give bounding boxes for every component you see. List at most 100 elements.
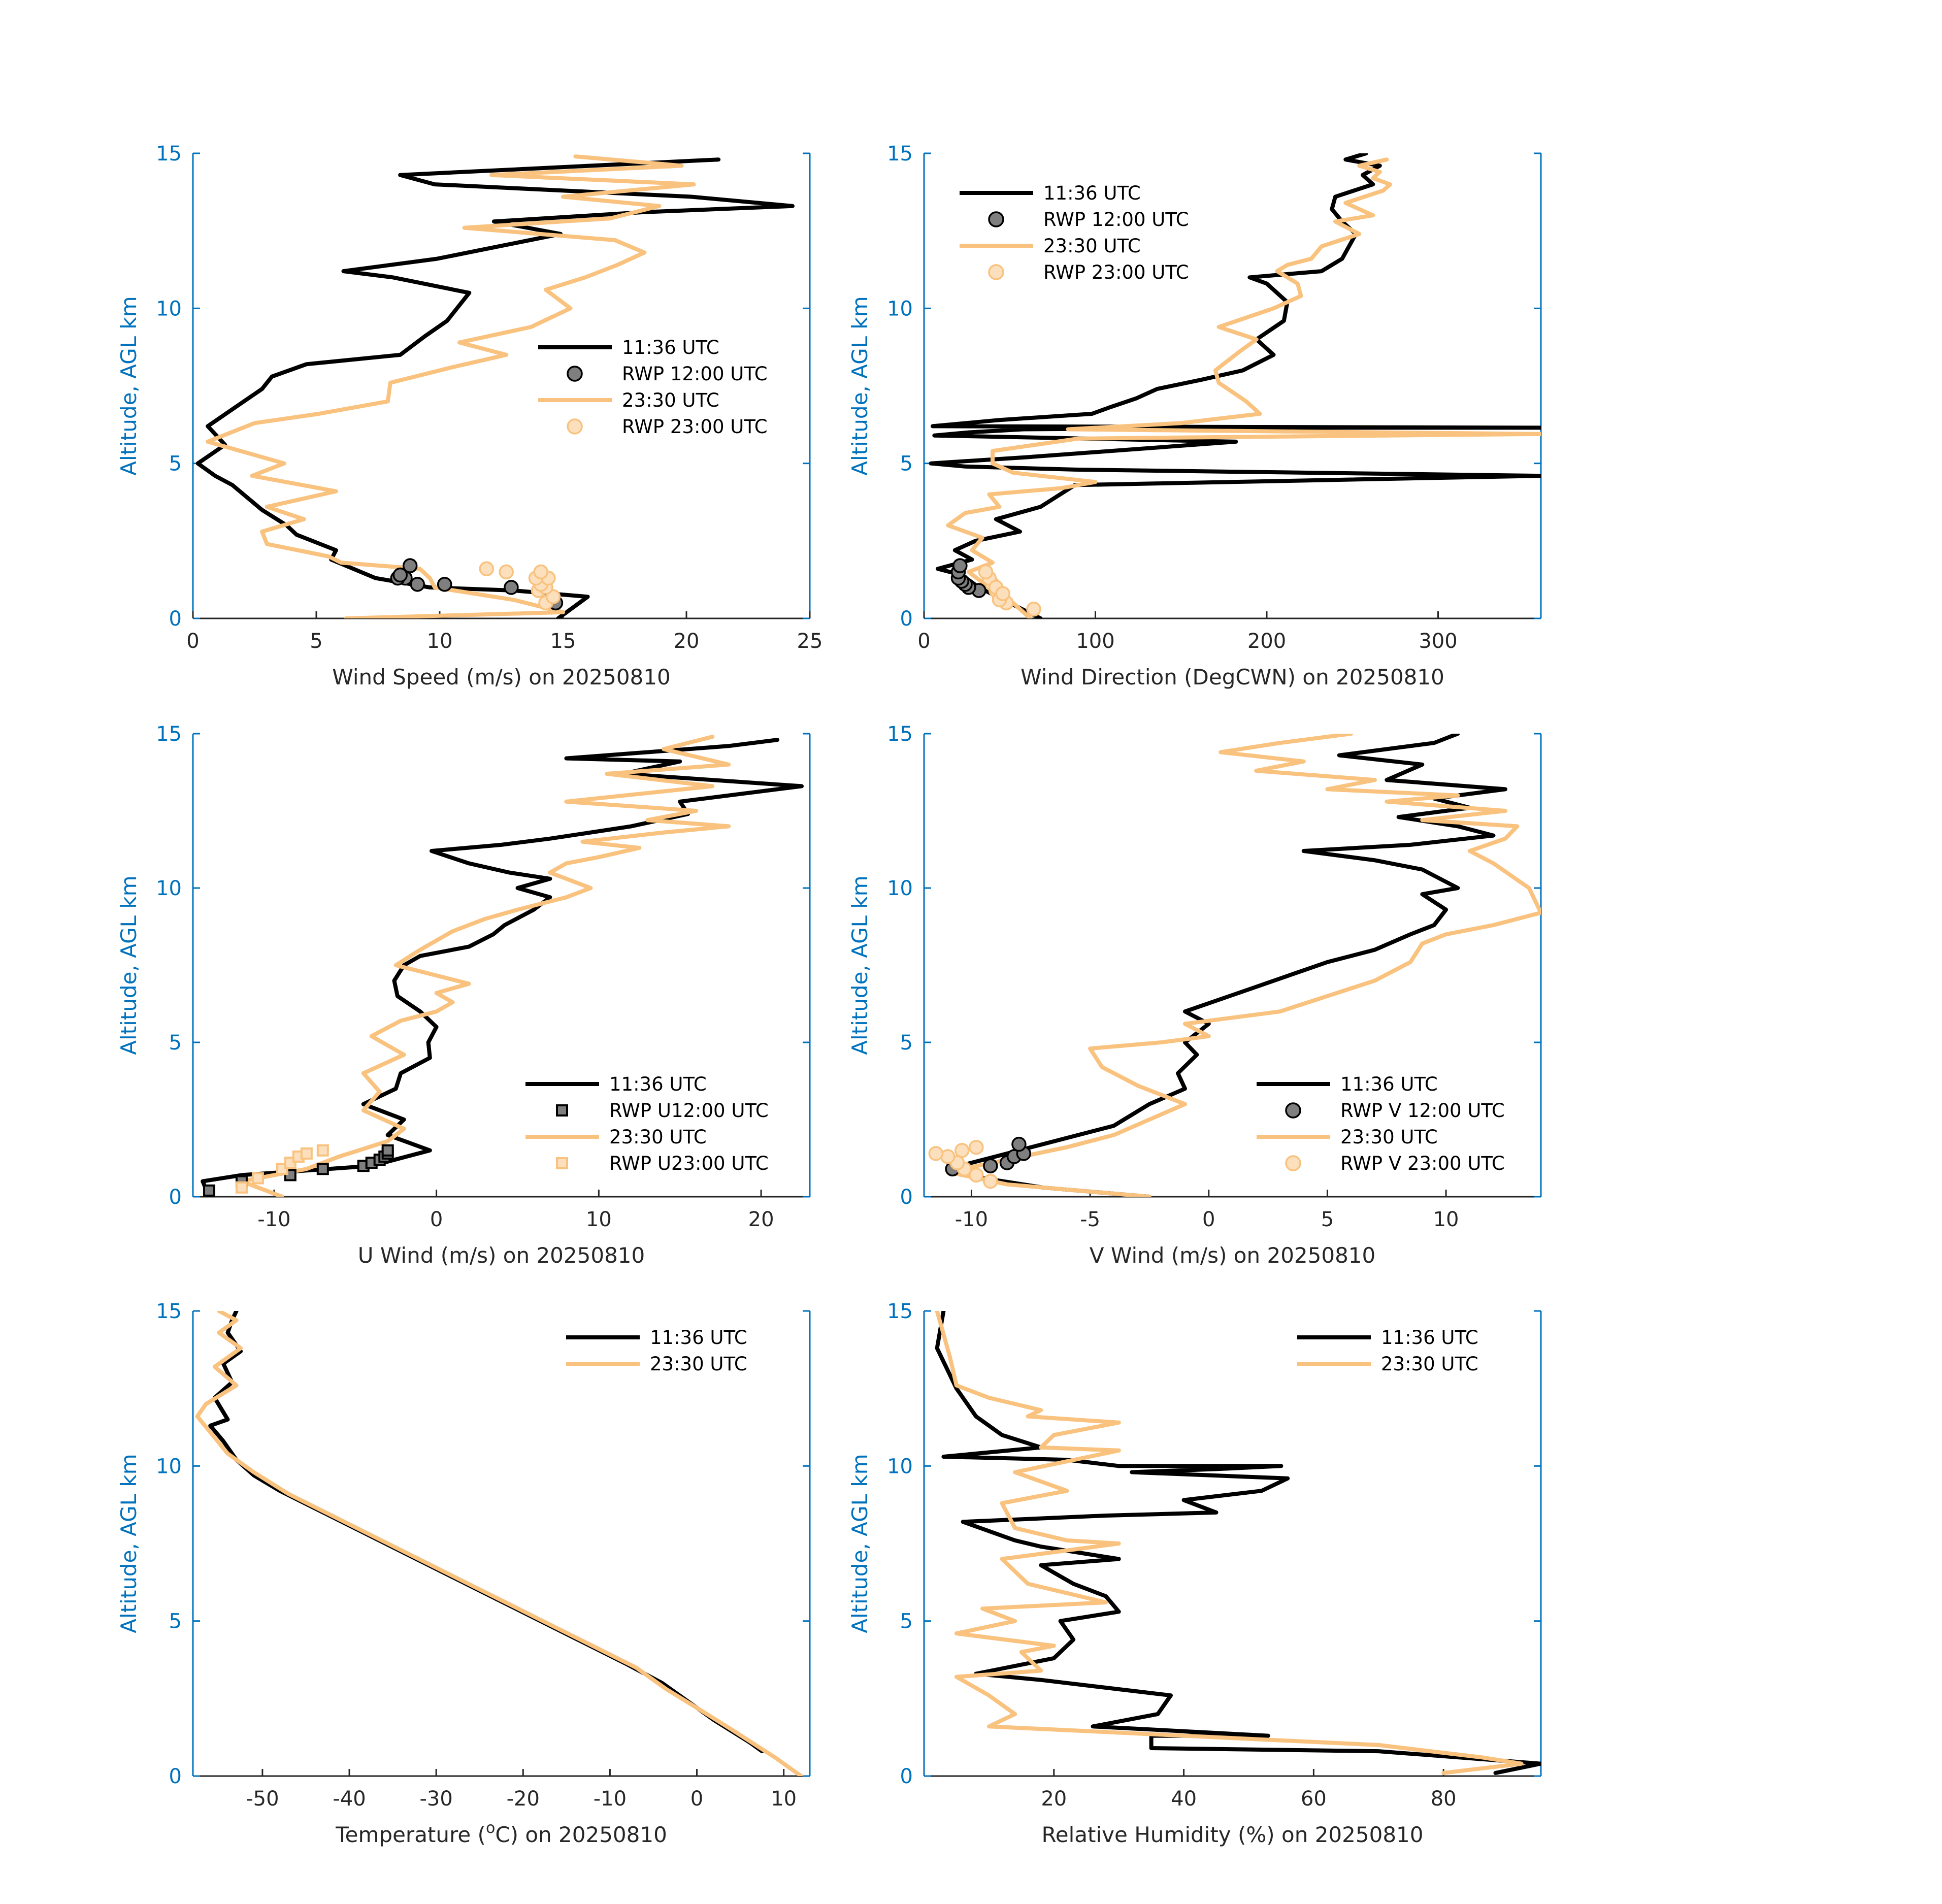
plot-area bbox=[935, 1311, 1541, 1775]
legend-entry: RWP 23:00 UTC bbox=[567, 416, 768, 438]
x-tick-label: 15 bbox=[550, 630, 576, 653]
panel-wind-speed: 0 5 10 15 0 5 10 15 20 25 Wind Speed (m/s) on 2025… bbox=[116, 142, 822, 690]
legend-swatch-marker bbox=[567, 366, 583, 382]
data-point bbox=[928, 1146, 944, 1161]
legend: 11:36 UTC 23:30 UTC bbox=[566, 1327, 747, 1375]
legend: 11:36 UTC 23:30 UTC bbox=[1297, 1327, 1478, 1375]
y-tick-label: 15 bbox=[156, 142, 182, 166]
legend-entry: RWP V 12:00 UTC bbox=[1285, 1100, 1505, 1122]
legend-label: 23:30 UTC bbox=[1340, 1126, 1438, 1148]
legend-label: RWP U12:00 UTC bbox=[609, 1100, 769, 1122]
data-point bbox=[316, 1163, 329, 1175]
x-tick-label: 80 bbox=[1431, 1787, 1457, 1811]
x-tick-label: -40 bbox=[333, 1787, 366, 1811]
y-tick-label: 5 bbox=[169, 1610, 182, 1633]
x-tick-label: -30 bbox=[419, 1787, 452, 1811]
legend-label: 11:36 UTC bbox=[622, 337, 719, 358]
series-line-23-30-utc bbox=[945, 734, 1541, 1197]
legend-entry: 23:30 UTC bbox=[1257, 1126, 1438, 1148]
data-point bbox=[437, 577, 452, 592]
x-tick-label: 25 bbox=[797, 630, 823, 653]
x-tick-label: 60 bbox=[1301, 1787, 1327, 1811]
plot-area bbox=[928, 734, 1541, 1197]
legend-entry: 23:30 UTC bbox=[566, 1353, 747, 1375]
y-tick-label: 0 bbox=[900, 1765, 913, 1788]
x-tick-label: -10 bbox=[594, 1787, 627, 1811]
y-tick-label: 5 bbox=[900, 1031, 913, 1055]
legend-entry: RWP 12:00 UTC bbox=[988, 209, 1189, 231]
y-tick-label: 0 bbox=[169, 1186, 182, 1209]
data-point bbox=[504, 580, 519, 595]
data-point bbox=[499, 564, 514, 580]
legend-entry: 11:36 UTC bbox=[1257, 1073, 1438, 1095]
x-tick-label: 300 bbox=[1419, 630, 1457, 653]
y-tick-label: 10 bbox=[156, 297, 182, 320]
legend: 11:36 UTC RWP V 12:00 UTC 23:30 UTC RWP V 2… bbox=[1257, 1073, 1505, 1174]
legend-entry: RWP 12:00 UTC bbox=[567, 363, 768, 385]
legend-label: RWP 23:00 UTC bbox=[1043, 261, 1189, 283]
data-point bbox=[978, 564, 994, 580]
data-point bbox=[995, 586, 1010, 601]
series-line-23-30-utc bbox=[239, 735, 731, 1197]
data-point bbox=[300, 1147, 313, 1160]
y-tick-label: 0 bbox=[900, 1186, 913, 1209]
legend-entry: 11:36 UTC bbox=[960, 182, 1141, 204]
legend-label: 11:36 UTC bbox=[1043, 182, 1141, 204]
x-tick-label: 0 bbox=[1202, 1208, 1215, 1231]
legend-label: RWP 12:00 UTC bbox=[1043, 209, 1189, 231]
y-tick-label: 10 bbox=[887, 877, 913, 900]
plot-area bbox=[929, 153, 1541, 618]
series-line-23-30-utc bbox=[195, 1311, 803, 1776]
legend-swatch-marker bbox=[556, 1157, 568, 1169]
y-tick-label: 10 bbox=[887, 1455, 913, 1478]
panel-u-wind: 0 5 10 15 -10 0 10 20 U Wind (m/s) on 20250810 Al… bbox=[116, 723, 811, 1268]
y-tick-label: 5 bbox=[169, 1031, 182, 1055]
x-axis-label: Relative Humidity (%) on 20250810 bbox=[1042, 1822, 1424, 1847]
x-tick-label: 20 bbox=[674, 630, 700, 653]
data-point bbox=[969, 1167, 984, 1183]
legend-swatch-marker bbox=[556, 1104, 568, 1117]
legend-label: RWP V 12:00 UTC bbox=[1340, 1100, 1505, 1122]
x-axis-label: Wind Direction (DegCWN) on 20250810 bbox=[1021, 665, 1444, 690]
legend-label: 11:36 UTC bbox=[609, 1073, 707, 1095]
data-point bbox=[533, 564, 549, 580]
x-tick-label: 0 bbox=[430, 1208, 443, 1231]
data-point bbox=[381, 1144, 394, 1157]
legend-entry: 11:36 UTC bbox=[1297, 1327, 1478, 1349]
x-tick-label: -50 bbox=[246, 1787, 279, 1811]
legend-label: RWP V 23:00 UTC bbox=[1340, 1153, 1505, 1174]
series-line-11-36-utc bbox=[958, 734, 1507, 1197]
data-point bbox=[235, 1181, 248, 1194]
data-point bbox=[952, 558, 968, 573]
legend-entry: RWP U23:00 UTC bbox=[556, 1153, 769, 1174]
panels: 0 5 10 15 0 5 10 15 20 25 Wind Speed (m/s) on 2025… bbox=[116, 142, 1542, 1847]
data-point bbox=[316, 1144, 329, 1157]
data-point bbox=[203, 1184, 215, 1197]
x-tick-label: 20 bbox=[1041, 1787, 1067, 1811]
legend-swatch-marker bbox=[988, 264, 1004, 280]
x-tick-label: 5 bbox=[310, 630, 322, 653]
data-point bbox=[479, 561, 495, 577]
y-tick-label: 5 bbox=[169, 452, 182, 476]
x-tick-label: -10 bbox=[257, 1208, 290, 1231]
data-point bbox=[983, 1158, 998, 1173]
y-tick-label: 0 bbox=[169, 1765, 182, 1788]
y-tick-label: 10 bbox=[156, 877, 182, 900]
x-axis-label: U Wind (m/s) on 20250810 bbox=[358, 1243, 645, 1268]
legend-label: RWP U23:00 UTC bbox=[609, 1153, 769, 1174]
plot-area bbox=[195, 1311, 803, 1776]
y-tick-label: 10 bbox=[887, 297, 913, 320]
y-tick-label: 10 bbox=[156, 1455, 182, 1478]
legend-label: 11:36 UTC bbox=[650, 1327, 747, 1349]
x-tick-label: -5 bbox=[1080, 1208, 1100, 1231]
legend-entry: 11:36 UTC bbox=[566, 1327, 747, 1349]
y-tick-label: 15 bbox=[887, 142, 913, 166]
x-tick-label: 0 bbox=[917, 630, 930, 653]
series-line-23-30-utc bbox=[946, 157, 1541, 618]
x-tick-label: 100 bbox=[1076, 630, 1114, 653]
data-point bbox=[402, 558, 418, 573]
x-tick-label: -10 bbox=[955, 1208, 988, 1231]
legend-entry: RWP U12:00 UTC bbox=[556, 1100, 769, 1122]
